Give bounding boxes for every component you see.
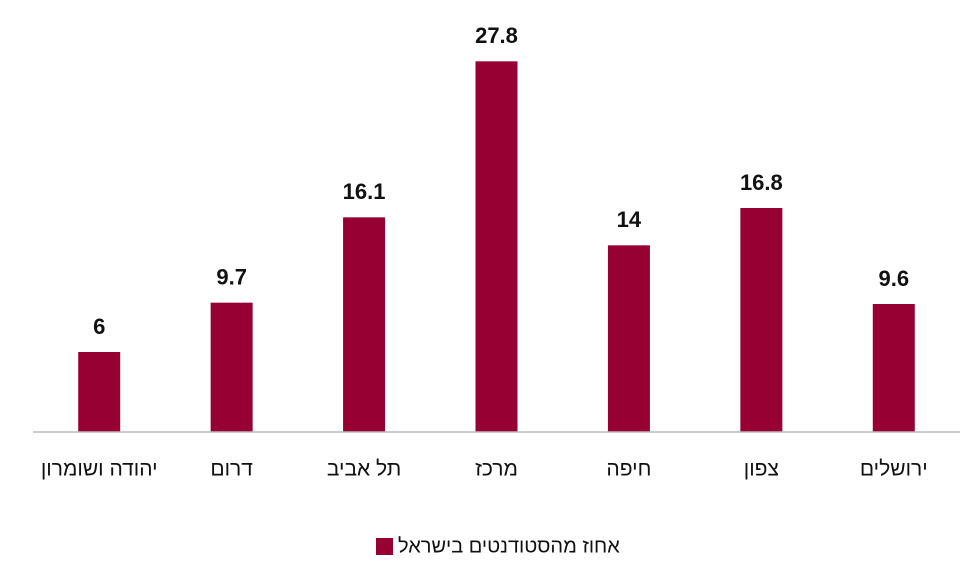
x-tick-label: יהודה ושומרון [41,458,158,481]
value-label: 6 [93,314,105,339]
bar [343,217,386,432]
bar [607,245,650,432]
value-label: 14 [617,207,642,232]
x-tick-label: מרכז [475,458,518,481]
legend-label: אחוז מהסטודנטים בישראל [398,535,620,557]
x-tick-label: דרום [210,458,253,481]
value-label: 9.6 [878,266,909,291]
x-tick-label: ירושלים [860,458,928,481]
bar [872,304,915,432]
legend-swatch [376,538,393,555]
value-label: 27.8 [475,23,518,48]
bar [210,302,253,432]
x-tick-label: חיפה [606,458,651,481]
bar [475,61,518,432]
value-label: 9.7 [216,264,247,289]
x-tick-label: צפון [744,458,779,481]
bar [740,208,783,432]
bar [78,352,121,432]
value-label: 16.1 [343,179,386,204]
x-tick-label: תל אביב [327,458,401,481]
value-label: 16.8 [740,170,783,195]
